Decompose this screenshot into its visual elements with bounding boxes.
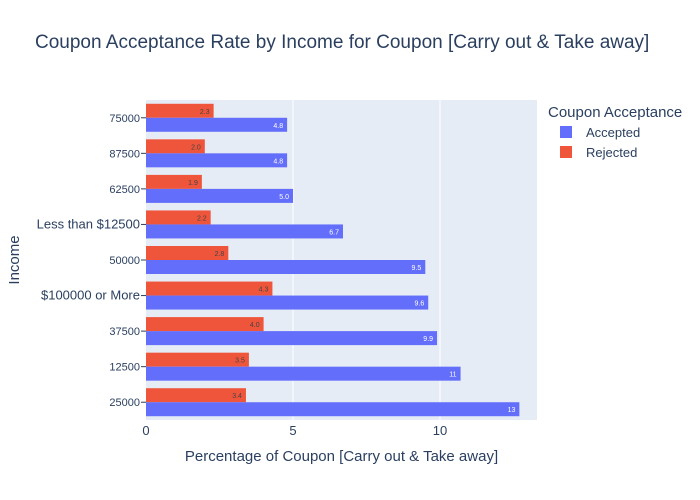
legend-title: Coupon Acceptance <box>548 104 683 121</box>
y-tick-label: $100000 or More <box>41 288 140 303</box>
bar-rejected[interactable] <box>146 174 202 189</box>
bar-accepted[interactable] <box>146 224 343 239</box>
bar-accepted[interactable] <box>146 331 438 346</box>
x-tick-label: 5 <box>289 423 296 438</box>
bar-rejected[interactable] <box>146 210 211 225</box>
y-tick-label: 75000 <box>109 113 140 125</box>
bar-value-label: 4.0 <box>250 322 260 329</box>
bar-value-label: 6.7 <box>329 229 339 236</box>
y-tick-label: Less than $12500 <box>37 216 140 231</box>
bar-value-label: 2.8 <box>215 251 225 258</box>
bar-value-label: 1.9 <box>188 180 198 187</box>
bar-value-label: 5.0 <box>279 194 289 201</box>
x-axis-title: Percentage of Coupon [Carry out & Take a… <box>185 448 498 465</box>
y-tick-label: 62500 <box>109 184 140 196</box>
y-tick-label: 37500 <box>109 326 140 338</box>
bar-value-label: 13 <box>508 407 516 414</box>
bar-accepted[interactable] <box>146 153 288 168</box>
y-tick-label: 25000 <box>109 397 140 409</box>
bar-value-label: 4.8 <box>273 158 283 165</box>
bar-value-label: 9.5 <box>412 265 422 272</box>
bar-rejected[interactable] <box>146 388 246 403</box>
bar-rejected[interactable] <box>146 281 273 296</box>
bar-value-label: 4.3 <box>259 287 269 294</box>
chart-title: Coupon Acceptance Rate by Income for Cou… <box>35 32 650 53</box>
bar-accepted[interactable] <box>146 402 520 417</box>
bar-value-label: 9.9 <box>423 336 433 343</box>
bar-labels: 2.3 4.8 2.0 4.8 1.9 5.0 2.2 6.7 2.8 9.5 4.3 9.6 4.0 9… <box>188 109 515 414</box>
y-tick-label: 87500 <box>109 148 140 160</box>
bar-rejected[interactable] <box>146 352 249 367</box>
legend-swatch-accepted <box>560 126 572 138</box>
y-axis-ticks: 75000 87500 62500 Less than $12500 50000 $100… <box>37 113 146 409</box>
bar-accepted[interactable] <box>146 117 288 132</box>
legend-label-rejected: Rejected <box>586 145 638 160</box>
x-axis-ticks: 0 5 10 <box>142 423 447 438</box>
bar-rejected[interactable] <box>146 317 264 332</box>
bar-accepted[interactable] <box>146 188 293 203</box>
bar-value-label: 2.3 <box>200 109 210 116</box>
bar-value-label: 4.8 <box>273 123 283 130</box>
legend-item-rejected[interactable]: Rejected <box>560 145 637 160</box>
y-axis-title: Income <box>6 235 23 284</box>
y-tick-label: 50000 <box>109 255 140 267</box>
bars <box>146 103 520 417</box>
bar-rejected[interactable] <box>146 246 229 260</box>
bar-value-label: 11 <box>449 372 456 379</box>
legend-swatch-rejected <box>560 146 572 158</box>
x-tick-label: 0 <box>142 423 149 438</box>
legend-item-accepted[interactable]: Accepted <box>560 125 640 140</box>
bar-accepted[interactable] <box>146 260 426 274</box>
bar-value-label: 9.6 <box>414 301 424 308</box>
y-tick-label: 12500 <box>109 362 140 374</box>
bar-rejected[interactable] <box>146 139 205 154</box>
bar-rejected[interactable] <box>146 103 214 118</box>
bar-value-label: 2.2 <box>197 215 207 222</box>
x-tick-label: 10 <box>433 423 447 438</box>
bar-value-label: 2.0 <box>191 144 201 151</box>
bar-value-label: 3.5 <box>235 358 245 365</box>
legend-label-accepted: Accepted <box>586 125 641 140</box>
bar-accepted[interactable] <box>146 366 461 381</box>
bar-accepted[interactable] <box>146 295 429 310</box>
bar-value-label: 3.4 <box>232 393 242 400</box>
